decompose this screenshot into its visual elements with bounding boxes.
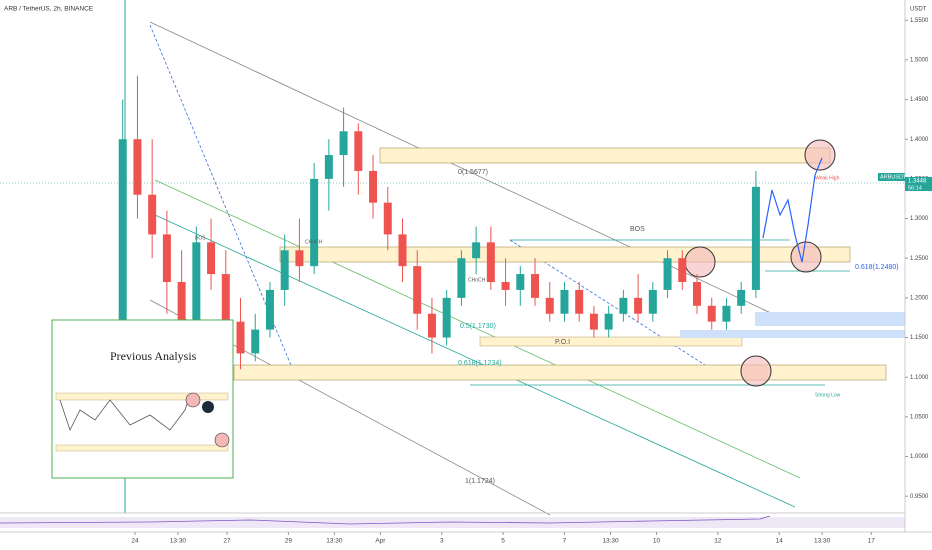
candle-body — [545, 297, 554, 314]
price-tag-price: 1.3448 — [908, 179, 927, 185]
candle-body — [501, 282, 510, 290]
annotation: 0.5(1.1730) — [460, 323, 496, 330]
candle-body — [751, 186, 760, 290]
candle-body — [560, 289, 569, 314]
candle-body — [604, 313, 613, 330]
y-tick-label: 1.5500 — [910, 18, 929, 24]
candle-body — [177, 282, 186, 322]
candle-body — [251, 329, 260, 354]
candle-body — [295, 250, 304, 267]
x-tick-label: 13:30 — [170, 538, 187, 545]
annotation: 0.618(1.2480) — [855, 264, 899, 271]
price-tag-countdown: 56:14 — [908, 185, 922, 191]
y-tick-label: 1.1000 — [910, 375, 929, 381]
candle-body — [162, 234, 171, 283]
annotation: Weak High — [815, 175, 840, 181]
y-tick-label: 1.4000 — [910, 137, 929, 143]
rsi-pane — [0, 512, 905, 528]
x-tick-label: Apr — [375, 538, 386, 545]
candle-body — [148, 194, 157, 235]
x-tick-label: 24 — [131, 538, 139, 545]
x-tick-label: 14 — [776, 538, 784, 545]
annotation: BOS — [630, 226, 645, 233]
inset-title: Previous Analysis — [110, 349, 197, 363]
y-tick-label: 1.1500 — [910, 335, 929, 341]
chart-title: ARB / TetherUS, 2h, BINANCE — [4, 6, 94, 13]
candle-body — [398, 234, 407, 267]
candle-body — [413, 266, 422, 314]
candle-body — [339, 131, 348, 156]
candle-body — [663, 258, 672, 290]
candle-body — [737, 289, 746, 306]
candle-body — [472, 242, 481, 259]
price-tag — [878, 173, 905, 182]
y-tick-label: 0.9500 — [910, 494, 929, 500]
candle-body — [589, 313, 598, 330]
candle-body — [531, 274, 540, 298]
y-tick-label: 1.3000 — [910, 216, 929, 222]
price-tag-symbol: ARBUSDT — [880, 174, 907, 180]
y-tick-label: 1.5000 — [910, 57, 929, 63]
x-tick-label: 12 — [714, 538, 722, 545]
y-tick-label: 1.0000 — [910, 454, 929, 460]
annotation: 1(1.1724) — [465, 478, 495, 485]
annotation: P.O.I — [555, 339, 570, 346]
previous-analysis-inset: Previous Analysis — [51, 319, 234, 479]
candle-body — [310, 178, 319, 267]
candle-body — [634, 297, 643, 314]
annotation: Strong Low — [815, 392, 841, 398]
candle-body — [678, 258, 687, 283]
candle-body — [722, 305, 731, 322]
candle-body — [192, 242, 201, 322]
candle-body — [236, 321, 245, 354]
candle-body — [707, 305, 716, 322]
x-tick-label: 17 — [868, 538, 876, 545]
annotation: 0.618(1.1234) — [458, 360, 502, 367]
currency: USDT — [910, 7, 927, 13]
x-tick-label: 13:30 — [814, 538, 831, 545]
x-tick-label: 3 — [440, 538, 444, 545]
x-tick-label: 5 — [501, 538, 505, 545]
candle-body — [354, 131, 363, 171]
y-tick-label: 1.4500 — [910, 97, 929, 103]
annotation: CHoCH — [468, 277, 486, 283]
annotation: BOS — [195, 235, 206, 241]
annotation: CHoCH — [305, 239, 323, 245]
x-tick-label: 29 — [285, 538, 293, 545]
x-tick-label: 13:30 — [602, 538, 619, 545]
drawings — [124, 0, 905, 516]
candle-body — [442, 297, 451, 338]
candle-body — [427, 313, 436, 338]
candle-body — [457, 258, 466, 298]
candles — [118, 75, 760, 457]
y-tick-label: 1.0500 — [910, 414, 929, 420]
candle-body — [133, 139, 142, 195]
x-tick-label: 13:30 — [326, 538, 343, 545]
candle-body — [118, 139, 127, 441]
candle-body — [280, 250, 289, 290]
candle-body — [324, 155, 333, 179]
annotation: 0(1.5677) — [458, 169, 488, 176]
candle-body — [575, 289, 584, 314]
candle-body — [383, 202, 392, 235]
candle-body — [693, 282, 702, 306]
candle-body — [486, 242, 495, 283]
y-tick-label: 1.2000 — [910, 295, 929, 301]
price-tag — [905, 177, 932, 192]
candle-body — [221, 274, 230, 322]
candle-body — [265, 289, 274, 330]
candle-body — [369, 170, 378, 203]
candle-body — [207, 242, 216, 275]
candle-body — [516, 274, 525, 290]
candle-body — [619, 297, 628, 314]
candle-body — [648, 289, 657, 314]
y-tick-label: 1.2500 — [910, 256, 929, 262]
x-tick-label: 27 — [223, 538, 231, 545]
x-tick-label: 10 — [653, 538, 661, 545]
x-tick-label: 7 — [563, 538, 567, 545]
